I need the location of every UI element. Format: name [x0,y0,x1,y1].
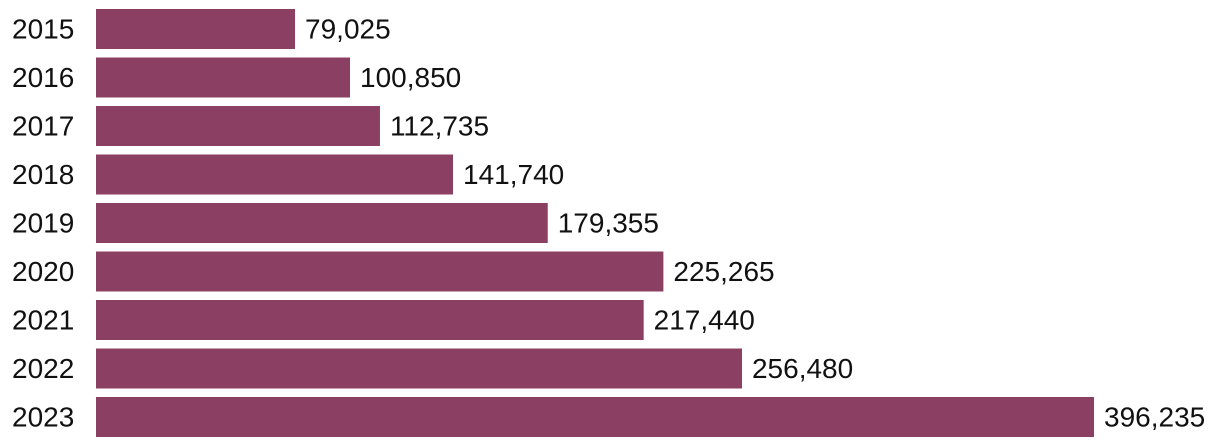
category-label-2016: 2016 [12,62,74,93]
category-label-2021: 2021 [12,305,74,336]
bars-group: 2015 79,025 2016 100,850 2017 112,735 2018 141,… [12,9,1205,437]
category-label-2020: 2020 [12,256,74,287]
bar-2015 [96,9,296,49]
value-label-2016: 100,850 [360,62,461,93]
value-label-2018: 141,740 [463,159,564,190]
value-label-2020: 225,265 [673,256,774,287]
bar-2018 [96,154,454,195]
category-label-2023: 2023 [12,402,74,433]
bar-2020 [96,251,664,292]
bar-2016 [96,57,351,98]
bar-2021 [96,300,644,340]
category-label-2022: 2022 [12,353,74,384]
category-label-2017: 2017 [12,111,74,142]
value-label-2021: 217,440 [654,305,755,336]
bar-2017 [96,106,380,146]
value-label-2019: 179,355 [558,208,659,239]
category-label-2015: 2015 [12,14,74,45]
bar-2019 [96,203,548,243]
value-label-2023: 396,235 [1104,402,1205,433]
category-label-2019: 2019 [12,208,74,239]
value-label-2015: 79,025 [305,14,391,45]
value-label-2022: 256,480 [752,353,853,384]
category-label-2018: 2018 [12,159,74,190]
value-label-2017: 112,735 [390,111,489,142]
bar-2023 [96,397,1094,437]
bar-2022 [96,348,742,389]
